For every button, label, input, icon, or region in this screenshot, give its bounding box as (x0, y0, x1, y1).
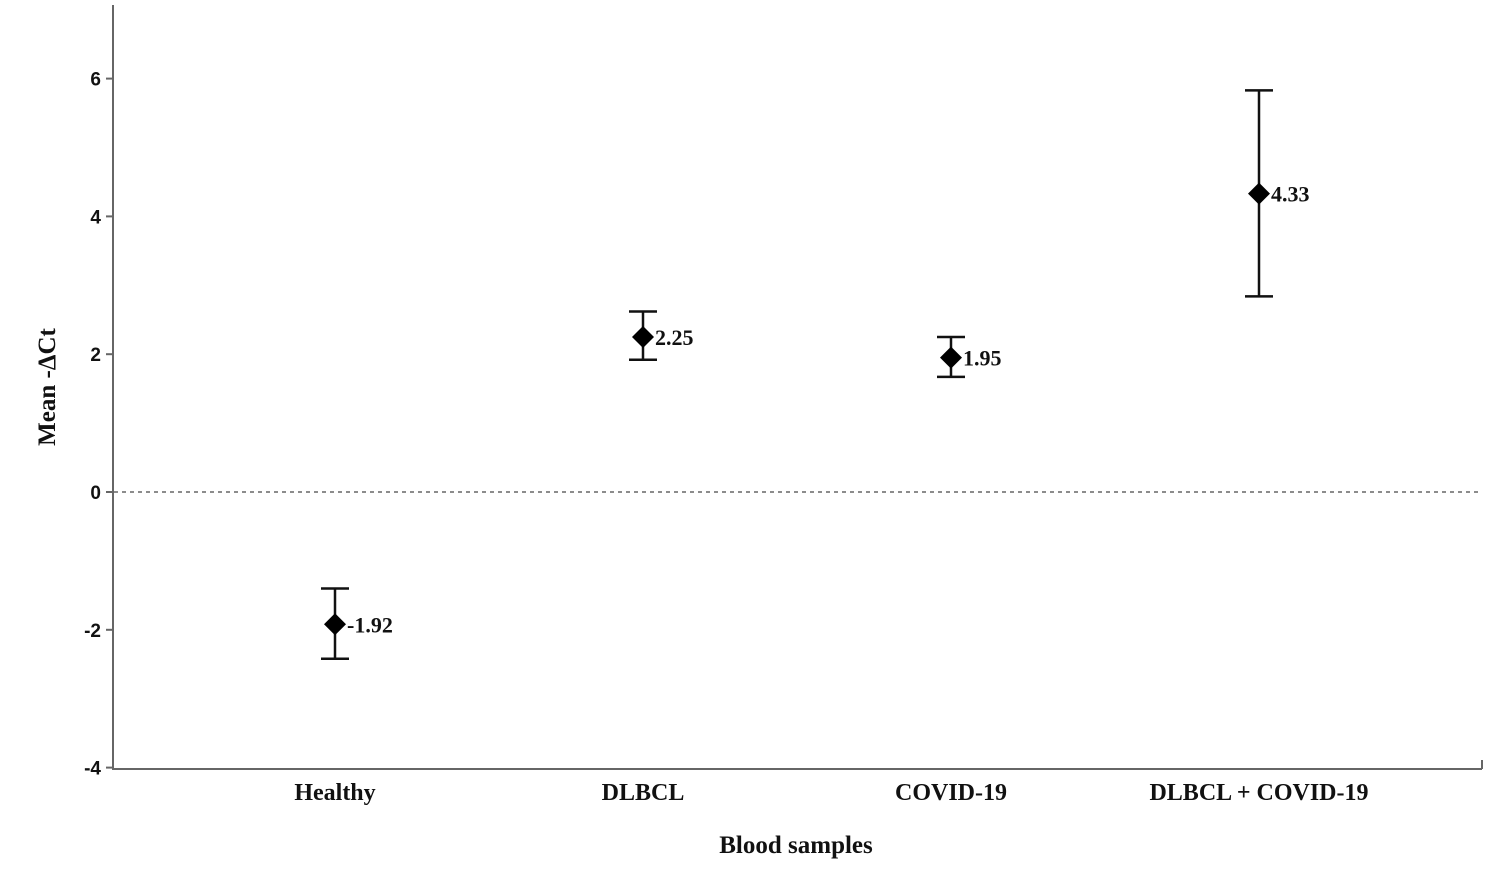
axes (112, 5, 1483, 770)
x-tick-label: DLBCL + COVID-19 (1149, 780, 1368, 806)
data-label: 2.25 (655, 325, 694, 350)
series: -1.92 2.25 1.95 4.33 (321, 89, 1310, 660)
mean-marker (632, 325, 654, 348)
data-point-group: 2.25 (629, 310, 694, 361)
mean-marker (1248, 182, 1270, 205)
y-tick-label: 0 (90, 483, 101, 504)
data-point-group: 1.95 (937, 335, 1002, 379)
mean-marker (324, 613, 346, 636)
x-axis-title: Blood samples (719, 832, 873, 859)
x-tick-label: DLBCL (602, 780, 685, 806)
mean-marker (940, 346, 962, 369)
x-tick-label: COVID-19 (895, 780, 1007, 806)
y-ticks: -4 -2 0 2 4 6 (84, 70, 113, 780)
y-tick-label: 6 (90, 70, 101, 91)
data-label: -1.92 (347, 612, 393, 637)
y-tick-label: -2 (84, 621, 101, 642)
y-axis-title: Mean -ΔCt (34, 327, 61, 445)
data-label: 4.33 (1271, 182, 1310, 207)
x-tick-labels: Healthy DLBCL COVID-19 DLBCL + COVID-19 (294, 780, 1368, 806)
y-tick-label: -4 (84, 759, 101, 780)
y-tick-label: 4 (90, 207, 101, 228)
x-tick-label: Healthy (294, 780, 375, 806)
y-tick-label: 2 (90, 345, 101, 366)
data-point-group: 4.33 (1245, 89, 1310, 298)
data-label: 1.95 (963, 346, 1002, 371)
data-point-group: -1.92 (321, 587, 393, 660)
